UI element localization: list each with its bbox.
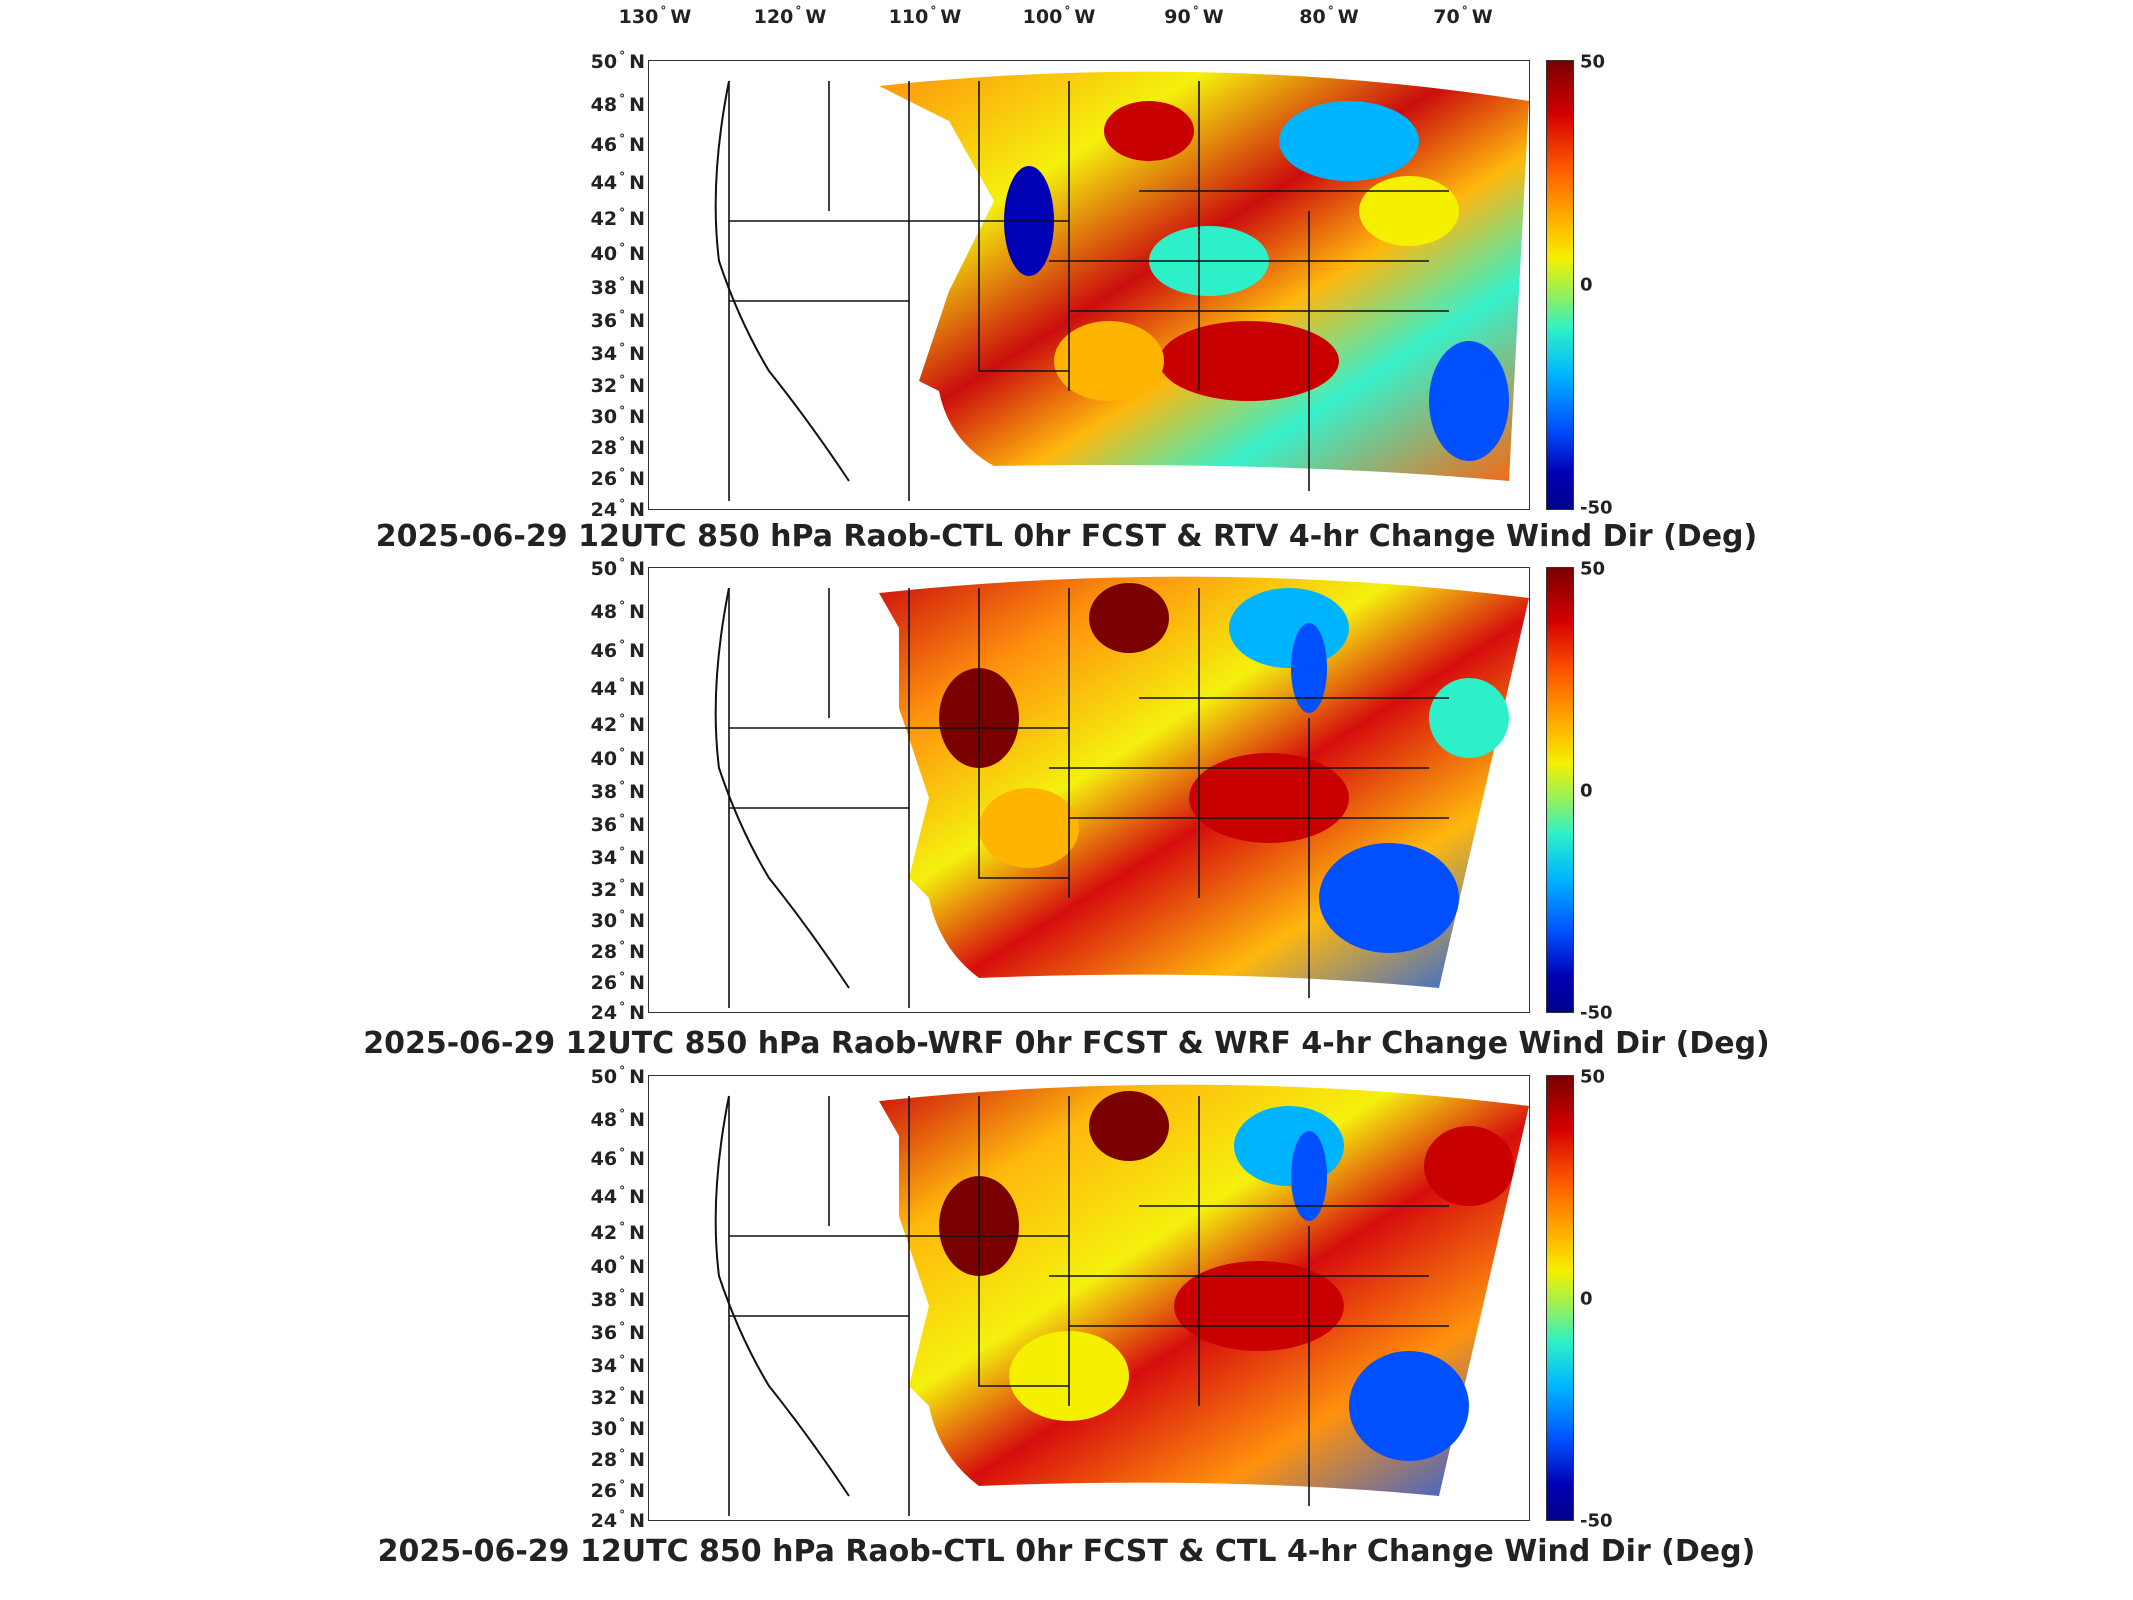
lat-label-42n: 42 ° N — [590, 712, 645, 736]
colorbar-min-label: -50 — [1580, 1510, 1613, 1532]
lat-label-30n: 30 ° N — [590, 404, 645, 428]
lon-label-100w: 100 ° W — [1022, 4, 1096, 28]
colorbar — [1546, 567, 1574, 1013]
lon-label-80w: 80 ° W — [1299, 4, 1359, 28]
map-image — [648, 60, 1530, 510]
lat-label-36n: 36 ° N — [590, 308, 645, 332]
lat-label-24n: 24 ° N — [590, 1508, 645, 1532]
lat-label-30n: 30 ° N — [590, 908, 645, 932]
lat-label-42n: 42 ° N — [590, 206, 645, 230]
lat-label-38n: 38 ° N — [590, 275, 645, 299]
lat-label-36n: 36 ° N — [590, 1320, 645, 1344]
longitude-axis: 130 ° W 120 ° W 110 ° W 100 ° W 90 ° W 80 ° W 70 ° W — [0, 0, 2133, 40]
latitude-axis: 50 ° N 48 ° N 46 ° N 44 ° N 42 ° N 40 ° N 38 ° N 36 ° N … — [560, 1064, 645, 1532]
lat-label-32n: 32 ° N — [590, 877, 645, 901]
lat-label-36n: 36 ° N — [590, 812, 645, 836]
lat-label-34n: 34 ° N — [590, 845, 645, 869]
lat-label-28n: 28 ° N — [590, 435, 645, 459]
colorbar — [1546, 60, 1574, 510]
lat-label-32n: 32 ° N — [590, 373, 645, 397]
wind-direction-map — [714, 576, 1529, 1008]
lat-label-40n: 40 ° N — [590, 1254, 645, 1278]
colorbar — [1546, 1075, 1574, 1521]
colorbar-max-label: 50 — [1580, 558, 1606, 580]
lat-label-42n: 42 ° N — [590, 1220, 645, 1244]
lat-label-24n: 24 ° N — [590, 1000, 645, 1024]
lat-label-32n: 32 ° N — [590, 1385, 645, 1409]
colorbar-mid-label: 0 — [1580, 780, 1593, 802]
lat-label-28n: 28 ° N — [590, 1447, 645, 1471]
lon-label-90w: 90 ° W — [1164, 4, 1224, 28]
lon-label-70w: 70 ° W — [1433, 4, 1493, 28]
lat-label-44n: 44 ° N — [590, 170, 645, 194]
lat-label-50n: 50 ° N — [590, 49, 645, 73]
colorbar-min-label: -50 — [1580, 497, 1613, 519]
lat-label-34n: 34 ° N — [590, 341, 645, 365]
lat-label-46n: 46 ° N — [590, 638, 645, 662]
lat-label-34n: 34 ° N — [590, 1353, 645, 1377]
wind-direction-map — [714, 1084, 1529, 1516]
lat-label-48n: 48 ° N — [590, 92, 645, 116]
lat-label-44n: 44 ° N — [590, 676, 645, 700]
lat-label-46n: 46 ° N — [590, 1146, 645, 1170]
map-image — [648, 567, 1530, 1013]
colorbar-max-label: 50 — [1580, 51, 1606, 73]
lon-label-110w: 110 ° W — [888, 4, 962, 28]
lat-label-40n: 40 ° N — [590, 241, 645, 265]
lat-label-30n: 30 ° N — [590, 1416, 645, 1440]
lat-label-38n: 38 ° N — [590, 1287, 645, 1311]
map-image — [648, 1075, 1530, 1521]
lat-label-44n: 44 ° N — [590, 1184, 645, 1208]
panel-title: 2025-06-29 12UTC 850 hPa Raob-WRF 0hr FC… — [363, 1026, 1770, 1061]
lon-label-130w: 130 ° W — [618, 4, 692, 28]
colorbar-mid-label: 0 — [1580, 1288, 1593, 1310]
lat-label-26n: 26 ° N — [590, 970, 645, 994]
lon-label-120w: 120 ° W — [753, 4, 827, 28]
lat-label-40n: 40 ° N — [590, 746, 645, 770]
lat-label-46n: 46 ° N — [590, 132, 645, 156]
panel-title: 2025-06-29 12UTC 850 hPa Raob-CTL 0hr FC… — [377, 1534, 1756, 1569]
lat-label-38n: 38 ° N — [590, 779, 645, 803]
panel-title: 2025-06-29 12UTC 850 hPa Raob-CTL 0hr FC… — [375, 519, 1758, 554]
lat-label-50n: 50 ° N — [590, 1064, 645, 1088]
lat-label-48n: 48 ° N — [590, 599, 645, 623]
latitude-axis: 50 ° N 48 ° N 46 ° N 44 ° N 42 ° N 40 ° N 38 ° N 36 ° N … — [560, 556, 645, 1024]
wind-direction-map — [714, 71, 1529, 501]
lat-label-24n: 24 ° N — [590, 497, 645, 521]
colorbar-max-label: 50 — [1580, 1066, 1606, 1088]
lat-label-26n: 26 ° N — [590, 1478, 645, 1502]
colorbar-min-label: -50 — [1580, 1002, 1613, 1024]
lat-label-26n: 26 ° N — [590, 466, 645, 490]
latitude-axis: 50 ° N 48 ° N 46 ° N 44 ° N 42 ° N 40 ° N 38 ° N 36 ° N … — [560, 49, 645, 521]
lat-label-48n: 48 ° N — [590, 1107, 645, 1131]
lat-label-28n: 28 ° N — [590, 939, 645, 963]
colorbar-mid-label: 0 — [1580, 274, 1593, 296]
lat-label-50n: 50 ° N — [590, 556, 645, 580]
